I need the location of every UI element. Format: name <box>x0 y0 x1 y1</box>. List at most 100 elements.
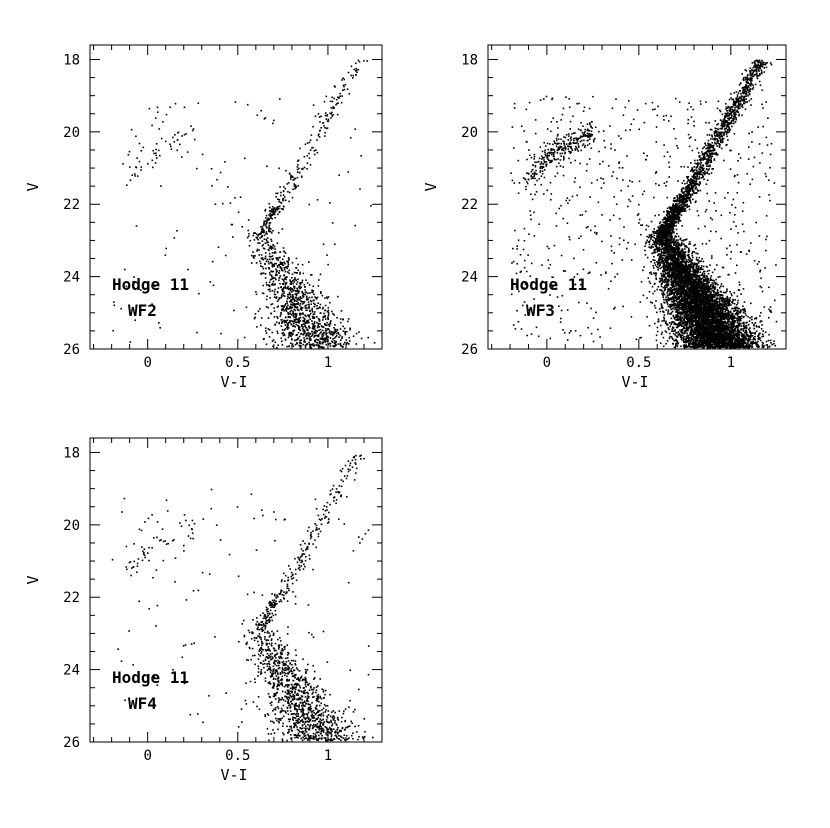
data-point <box>355 343 358 345</box>
data-point <box>300 309 303 311</box>
data-point <box>688 317 690 320</box>
data-point <box>713 293 715 295</box>
data-point <box>272 208 275 210</box>
data-point <box>260 109 262 112</box>
data-point <box>284 278 286 280</box>
data-point <box>347 320 349 323</box>
data-point <box>694 341 696 343</box>
data-point <box>252 256 255 258</box>
data-point <box>279 267 282 269</box>
data-point <box>309 164 312 166</box>
data-point <box>770 342 772 344</box>
data-point <box>714 304 717 307</box>
data-point <box>324 316 326 318</box>
data-point <box>269 213 271 215</box>
data-point <box>652 246 654 248</box>
data-point <box>293 322 295 325</box>
data-point <box>277 344 279 346</box>
data-point <box>276 274 278 276</box>
data-point <box>704 287 706 290</box>
data-point <box>722 309 724 312</box>
data-point <box>293 320 296 323</box>
data-point <box>257 238 260 241</box>
data-point <box>273 290 276 293</box>
data-point <box>268 228 270 231</box>
data-point <box>132 281 134 283</box>
data-point <box>269 279 272 281</box>
data-point <box>312 313 315 316</box>
data-point <box>337 343 340 345</box>
data-point <box>681 332 684 334</box>
data-point <box>289 295 292 298</box>
data-point <box>687 305 689 308</box>
data-point <box>315 338 318 341</box>
data-point <box>135 135 137 138</box>
data-point <box>337 333 340 335</box>
data-point <box>326 115 328 117</box>
data-point <box>300 281 303 284</box>
data-point <box>212 284 215 287</box>
data-point <box>330 117 332 119</box>
data-point <box>311 322 314 325</box>
data-point <box>650 273 653 275</box>
data-point <box>675 311 677 313</box>
data-point <box>312 125 314 128</box>
data-point <box>303 301 306 303</box>
data-point <box>273 207 276 209</box>
data-point <box>687 290 689 293</box>
data-point <box>334 342 337 344</box>
data-point <box>682 249 684 252</box>
data-point <box>323 100 326 103</box>
data-point <box>702 265 705 268</box>
data-point <box>264 327 267 329</box>
data-point <box>294 277 296 279</box>
data-point <box>298 322 300 324</box>
data-point <box>305 337 308 340</box>
data-point <box>367 336 369 339</box>
data-point <box>298 171 301 174</box>
data-point <box>313 316 316 318</box>
data-point <box>266 295 268 298</box>
data-point <box>292 330 295 333</box>
data-point <box>671 236 673 238</box>
data-point <box>316 199 319 201</box>
data-point <box>294 177 297 180</box>
data-point <box>295 294 298 297</box>
data-point <box>292 280 294 282</box>
data-point <box>311 333 314 335</box>
data-point <box>152 166 154 169</box>
data-point <box>327 317 329 320</box>
data-point <box>349 328 351 331</box>
data-point <box>337 295 339 298</box>
data-point <box>653 243 656 245</box>
data-point <box>700 341 703 344</box>
data-point <box>694 288 696 290</box>
data-point <box>231 223 234 226</box>
data-point <box>722 291 725 294</box>
data-point <box>692 325 695 328</box>
data-point <box>196 167 198 170</box>
data-point <box>331 331 333 333</box>
data-point <box>293 304 296 307</box>
data-point <box>155 152 157 154</box>
data-point <box>217 246 220 249</box>
data-point <box>272 345 274 348</box>
data-point <box>329 321 332 324</box>
data-point <box>317 324 319 326</box>
data-point <box>329 100 332 103</box>
data-point <box>708 322 711 325</box>
data-point <box>284 285 286 287</box>
data-point <box>273 316 276 318</box>
data-point <box>666 323 669 325</box>
data-point <box>688 243 690 245</box>
data-point <box>757 335 759 337</box>
data-point <box>155 148 157 151</box>
data-point <box>742 333 745 336</box>
data-point <box>729 331 731 333</box>
data-point <box>162 121 164 123</box>
data-point <box>285 310 288 312</box>
data-point <box>284 199 287 202</box>
data-point <box>667 311 670 313</box>
data-point <box>696 288 699 291</box>
data-point <box>753 337 755 339</box>
